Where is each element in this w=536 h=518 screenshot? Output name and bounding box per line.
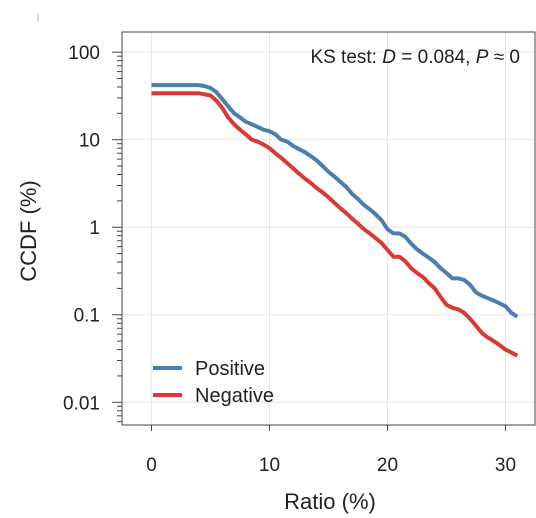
x-tick-label: 20 — [377, 455, 398, 476]
y-tick-label: 0.1 — [74, 306, 100, 327]
grid-layer — [122, 32, 535, 425]
ks-test-annotation: KS test: D = 0.084, P ≈ 0 — [310, 47, 520, 68]
y-tick-label: 1 — [89, 218, 100, 239]
legend-label-positive: Positive — [195, 358, 265, 380]
plot-frame — [121, 31, 536, 426]
x-tick-label: 10 — [259, 455, 280, 476]
labels-layer: 0 10 20 30 100 10 1 0.1 0.01 — [63, 43, 516, 476]
annotation-p-symbol: P — [476, 47, 489, 68]
x-tick-label: 30 — [495, 455, 516, 476]
y-tick-label: 10 — [79, 131, 100, 152]
legend-label-negative: Negative — [195, 385, 274, 407]
series-line-positive — [151, 83, 519, 319]
legend: Positive Negative — [153, 358, 274, 407]
series-line-negative — [151, 91, 519, 358]
y-axis-label: CCDF (%) — [16, 180, 41, 281]
ticks-layer — [112, 51, 506, 431]
x-tick-label: 0 — [146, 455, 157, 476]
y-tick-label: 0.01 — [63, 393, 100, 414]
annotation-prefix: KS test: — [310, 47, 382, 68]
annotation-d-value: = 0.084, — [396, 47, 476, 68]
series-layer — [151, 83, 519, 358]
annotation-p-value: ≈ 0 — [488, 47, 520, 68]
y-tick-label: 100 — [68, 43, 100, 64]
annotation-d-symbol: D — [382, 47, 396, 68]
x-axis-label: Ratio (%) — [284, 489, 376, 514]
